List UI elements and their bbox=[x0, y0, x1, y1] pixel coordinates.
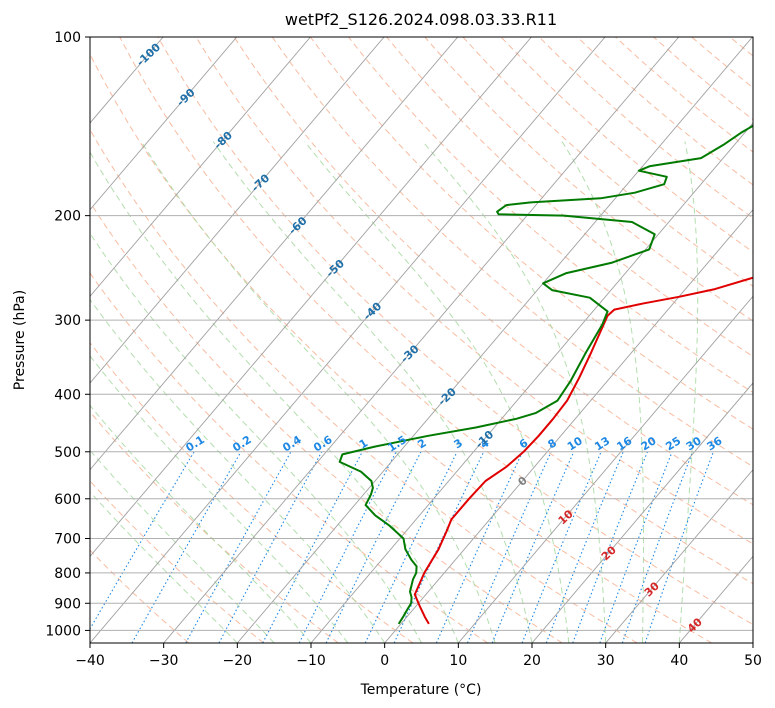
dry-adiabat-line bbox=[271, 37, 753, 468]
mixing-ratio-line bbox=[521, 451, 602, 643]
isotherm-line bbox=[90, 37, 532, 558]
isotherm-line bbox=[236, 37, 753, 643]
dry-adiabat-line bbox=[233, 37, 753, 506]
x-tick-label: −30 bbox=[149, 653, 179, 669]
x-tick-label: −40 bbox=[75, 653, 105, 669]
dry-adiabat-line bbox=[119, 37, 753, 625]
x-tick-label: 50 bbox=[744, 653, 762, 669]
y-tick-label: 300 bbox=[54, 313, 81, 329]
plot-frame bbox=[89, 36, 754, 644]
mixing-ratio-line bbox=[325, 451, 422, 643]
mixing-ratio-line bbox=[466, 451, 552, 643]
isotherm-line bbox=[310, 122, 753, 643]
isotherm-line bbox=[90, 37, 459, 471]
dry-adiabat-line bbox=[90, 52, 712, 643]
x-tick-label: 40 bbox=[670, 653, 688, 669]
y-axis-label: Pressure (hPa) bbox=[12, 290, 28, 390]
dry-adiabat-line bbox=[157, 37, 753, 585]
y-tick-label: 200 bbox=[54, 209, 81, 225]
x-tick-label: 0 bbox=[380, 653, 389, 669]
x-tick-label: −20 bbox=[223, 653, 253, 669]
y-tick-label: 900 bbox=[54, 596, 81, 612]
y-tick-label: 400 bbox=[54, 387, 81, 403]
y-tick-label: 500 bbox=[54, 445, 81, 461]
temperature-profile-line bbox=[413, 276, 753, 625]
isotherm-line bbox=[90, 37, 385, 384]
x-axis: −40 −30 −20 −10 0 10 20 30 40 50 bbox=[75, 643, 762, 669]
isotherm-line bbox=[531, 382, 753, 643]
x-axis-label: Temperature (°C) bbox=[360, 682, 482, 698]
dry-adiabat-line bbox=[90, 341, 414, 643]
mixing-ratio-line bbox=[572, 451, 649, 643]
y-tick-label: 700 bbox=[54, 532, 81, 548]
skewed-isotherms bbox=[90, 37, 753, 643]
x-tick-label: −10 bbox=[296, 653, 326, 669]
sounding-profiles bbox=[338, 124, 753, 625]
mixing-ratio-line bbox=[644, 451, 714, 643]
y-tick-label: 800 bbox=[54, 566, 81, 582]
isotherm-line bbox=[163, 37, 680, 643]
x-tick-label: 20 bbox=[523, 653, 541, 669]
isotherm-line bbox=[90, 37, 311, 298]
x-tick-label: 10 bbox=[449, 653, 467, 669]
y-tick-label: 100 bbox=[54, 30, 81, 46]
dewpoint-profile-line bbox=[338, 124, 753, 625]
dry-adiabat-line bbox=[195, 37, 753, 545]
isotherm-line bbox=[90, 37, 238, 211]
plot-area: 0.1 0.2 0.4 0.6 1 1.5 2 3 4 6 8 10 13 16 20 25 30 36-100-… bbox=[90, 37, 753, 643]
isotherm-line bbox=[605, 468, 753, 643]
dry-adiabats bbox=[90, 37, 753, 643]
dry-adiabat-line bbox=[90, 480, 264, 643]
mixing-ratio-line bbox=[218, 451, 323, 643]
mixing-ratio-line bbox=[599, 451, 673, 643]
dry-adiabat-line bbox=[90, 549, 190, 643]
pressure-gridlines bbox=[90, 37, 753, 631]
x-tick-label: 30 bbox=[597, 653, 615, 669]
mixing-ratio-line bbox=[545, 451, 624, 643]
dry-adiabat-line bbox=[462, 37, 753, 287]
mixing-ratio-line bbox=[185, 451, 292, 643]
isotherm-line bbox=[90, 37, 606, 643]
chart-title: wetPf2_S126.2024.098.03.33.R11 bbox=[285, 10, 557, 30]
dry-adiabat-line bbox=[90, 128, 638, 643]
mixing-ratio-line bbox=[621, 451, 694, 643]
y-tick-label: 600 bbox=[54, 492, 81, 508]
y-axis: 100 200 300 400 500 600 700 800 900 1000 bbox=[45, 30, 90, 639]
dry-adiabat-line bbox=[348, 37, 753, 394]
dry-adiabat-line bbox=[90, 272, 488, 643]
isotherm-line bbox=[384, 208, 753, 643]
isotherm-line bbox=[457, 295, 753, 643]
mixing-ratio-lines bbox=[90, 451, 714, 643]
y-tick-label: 1000 bbox=[45, 623, 81, 639]
dry-adiabat-line bbox=[90, 201, 563, 643]
